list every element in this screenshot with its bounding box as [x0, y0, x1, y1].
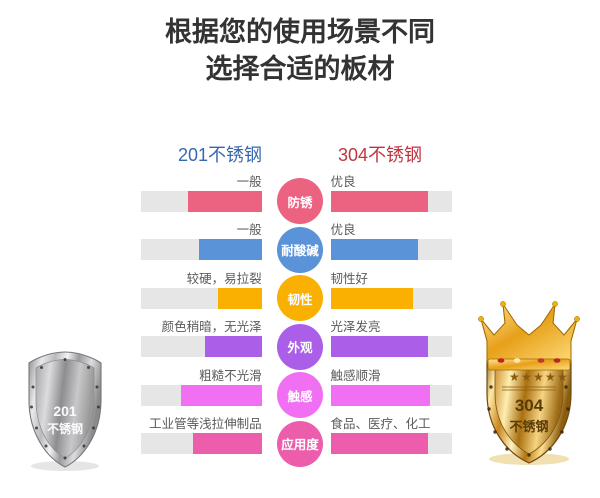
svg-text:201: 201 [53, 403, 77, 419]
svg-text:不锈钢: 不锈钢 [509, 419, 548, 434]
svg-text:★: ★ [545, 370, 556, 384]
svg-text:304: 304 [515, 396, 544, 415]
svg-text:★: ★ [521, 370, 532, 384]
svg-text:★: ★ [533, 370, 544, 384]
svg-text:★: ★ [557, 370, 568, 384]
svg-text:不锈钢: 不锈钢 [47, 421, 83, 436]
svg-text:★: ★ [509, 370, 520, 384]
